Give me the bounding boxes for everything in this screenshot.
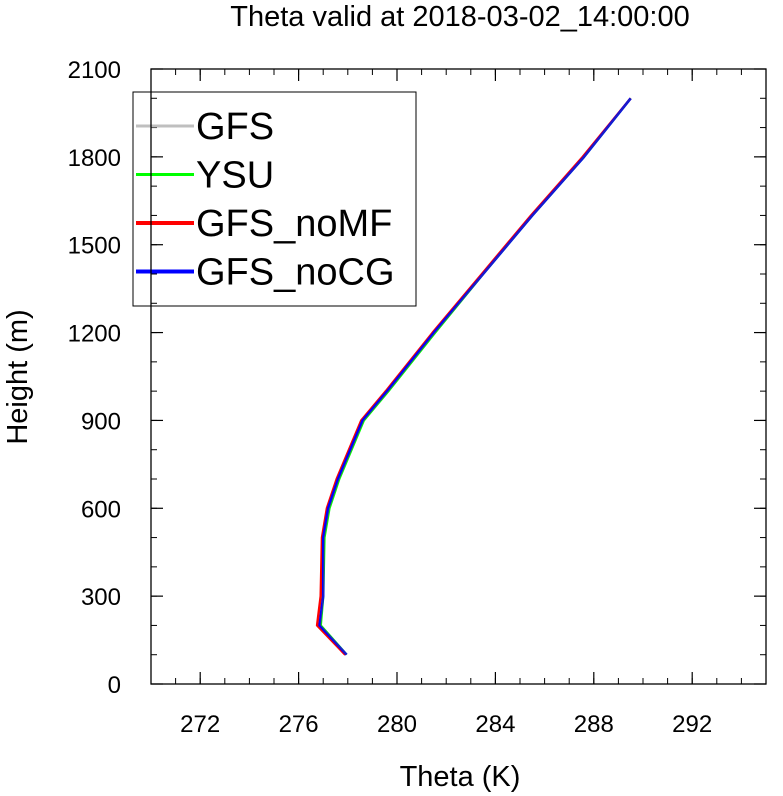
legend-label: YSU <box>196 155 274 197</box>
tick-labels: 272 276 280 284 288 292 0 300 600 900 1200 1500 1800… <box>68 57 713 738</box>
series-line-outline <box>320 98 632 655</box>
y-tick-label: 1800 <box>68 145 121 172</box>
series-lines <box>315 97 632 656</box>
x-tick-label: 280 <box>377 711 417 738</box>
series-line-gfs <box>317 97 632 656</box>
series-line-gfs-nomf <box>315 97 632 656</box>
legend-label: GFS_noCG <box>196 252 395 294</box>
legend-label: GFS_noMF <box>196 203 392 245</box>
x-tick-label: 288 <box>574 711 614 738</box>
series-line-ysu <box>319 97 632 656</box>
chart-title: Theta valid at 2018-03-02_14:00:00 <box>230 1 690 33</box>
legend-label: GFS <box>196 106 274 148</box>
y-tick-label: 0 <box>108 672 121 699</box>
y-tick-label: 900 <box>81 408 121 435</box>
legend: GFS YSU GFS_noMF GFS_noCG <box>132 91 417 307</box>
x-tick-label: 292 <box>672 711 712 738</box>
legend-box <box>132 91 417 307</box>
y-tick-label: 1500 <box>68 233 121 260</box>
y-tick-label: 1200 <box>68 321 121 348</box>
x-tick-label: 284 <box>475 711 515 738</box>
y-tick-label: 2100 <box>68 57 121 84</box>
series-line-gfs-nocg <box>318 97 632 656</box>
x-tick-label: 276 <box>279 711 319 738</box>
x-axis-label: Theta (K) <box>400 761 521 793</box>
y-tick-label: 600 <box>81 496 121 523</box>
plot-frame <box>150 68 767 685</box>
y-tick-label: 300 <box>81 584 121 611</box>
y-axis-label: Height (m) <box>2 309 34 444</box>
x-tick-label: 272 <box>180 711 220 738</box>
